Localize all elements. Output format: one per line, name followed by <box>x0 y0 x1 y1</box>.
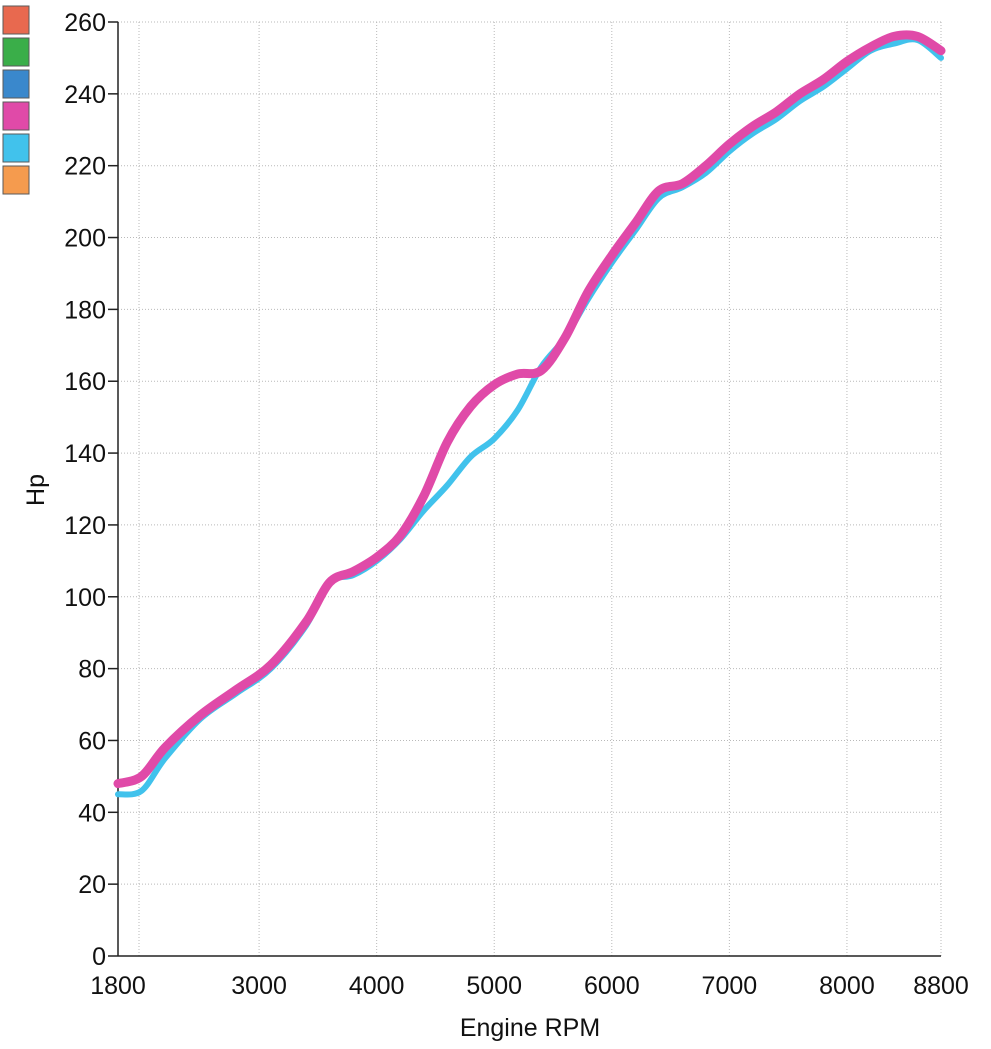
legend-swatch <box>2 133 30 163</box>
y-tick-label: 260 <box>64 9 106 37</box>
series-lines <box>113 30 946 798</box>
x-axis-label: Engine RPM <box>460 1014 600 1042</box>
y-tick-label: 60 <box>78 727 106 755</box>
x-tick-label: 5000 <box>466 972 522 1000</box>
y-tick-label: 140 <box>64 440 106 468</box>
y-tick-label: 240 <box>64 81 106 109</box>
legend-swatch <box>2 101 30 131</box>
y-tick-label: 20 <box>78 871 106 899</box>
y-tick-label: 100 <box>64 584 106 612</box>
y-tick-label: 40 <box>78 799 106 827</box>
x-tick-label: 1800 <box>90 972 146 1000</box>
y-tick-label: 80 <box>78 656 106 684</box>
grid <box>118 21 942 956</box>
legend-swatch <box>2 37 30 67</box>
legend-swatch <box>2 165 30 195</box>
x-tick-label: 8800 <box>913 972 969 1000</box>
x-tick-label: 6000 <box>584 972 640 1000</box>
y-tick-label: 120 <box>64 512 106 540</box>
y-tick-label: 180 <box>64 296 106 324</box>
series-line-2 <box>113 30 946 789</box>
y-tick-label: 0 <box>92 943 106 971</box>
y-axis-label: Hp <box>22 474 50 506</box>
x-tick-label: 3000 <box>231 972 287 1000</box>
legend <box>2 5 30 195</box>
y-tick-label: 220 <box>64 153 106 181</box>
x-tick-label: 4000 <box>349 972 405 1000</box>
y-tick-label: 200 <box>64 225 106 253</box>
x-tick-label: 8000 <box>819 972 875 1000</box>
x-tick-labels: 1800 3000 4000 5000 6000 7000 8000 8800 <box>90 972 969 1000</box>
x-tick-label: 7000 <box>702 972 758 1000</box>
legend-swatch <box>2 69 30 99</box>
legend-swatch <box>2 5 30 35</box>
axes <box>108 21 941 957</box>
y-tick-labels: 0 20 40 60 80 100 120 140 160 180 200 220 240 260 <box>64 9 106 971</box>
y-tick-label: 160 <box>64 368 106 396</box>
